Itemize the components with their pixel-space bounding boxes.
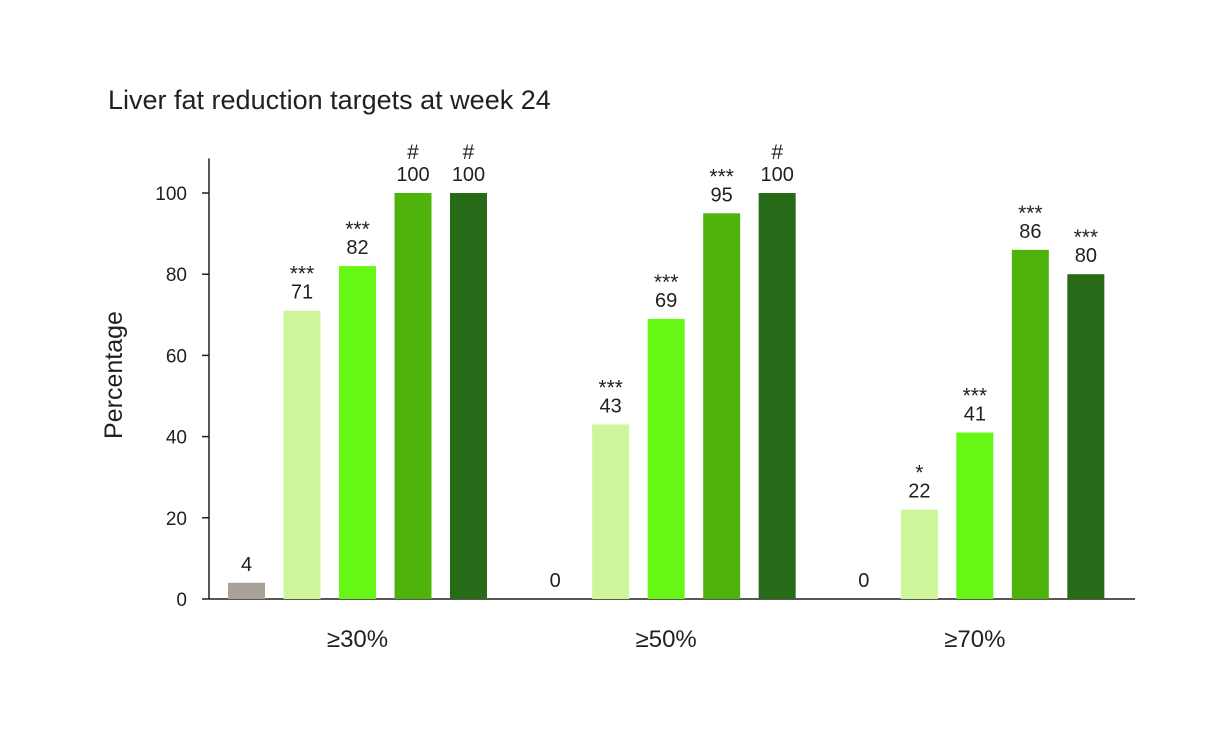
x-category-label: ≥70% xyxy=(944,626,1005,653)
bar-value-label: 0 xyxy=(858,570,869,592)
significance-marker: * xyxy=(915,462,923,485)
y-axis-label: Percentage xyxy=(100,311,128,439)
significance-marker: *** xyxy=(1074,226,1099,249)
bar-value-label: 4 xyxy=(241,554,252,576)
chart-title: Liver fat reduction targets at week 24 xyxy=(108,85,551,115)
bar-value-label: 95 xyxy=(711,184,733,206)
bar xyxy=(1067,274,1105,599)
bars xyxy=(228,193,1105,600)
y-tick-label: 40 xyxy=(166,428,187,449)
bar-value-label: 43 xyxy=(600,395,622,417)
bar-value-label: 22 xyxy=(908,481,930,503)
significance-marker: *** xyxy=(963,385,988,408)
y-tick-label: 60 xyxy=(166,346,187,367)
bar-labels: 471***82***100#100#043***69***95*** 100#0… xyxy=(241,141,1098,592)
significance-marker: *** xyxy=(709,165,734,188)
bar-value-label: 100 xyxy=(760,164,793,186)
significance-marker: # xyxy=(463,141,475,164)
bar-value-label: 41 xyxy=(964,404,986,426)
y-tick-label: 80 xyxy=(166,265,187,286)
bar-value-label: 69 xyxy=(655,290,677,312)
bar xyxy=(703,213,741,600)
y-tick-label: 20 xyxy=(166,509,187,530)
y-tick-label: 0 xyxy=(176,590,187,611)
significance-marker: *** xyxy=(654,271,679,294)
bar xyxy=(647,318,685,599)
bar xyxy=(956,432,994,599)
bar xyxy=(758,193,796,599)
significance-marker: # xyxy=(771,141,783,164)
bar-value-label: 86 xyxy=(1019,221,1041,243)
bar-value-label: 80 xyxy=(1075,245,1097,267)
significance-marker: *** xyxy=(598,376,623,399)
bar xyxy=(1011,249,1049,599)
significance-marker: # xyxy=(407,141,419,164)
y-tick-label: 100 xyxy=(155,184,187,205)
y-axis: 0 20 40 60 80 100 xyxy=(155,158,210,611)
bar-value-label: 0 xyxy=(550,570,561,592)
x-category-label: ≥50% xyxy=(636,626,697,653)
significance-marker: *** xyxy=(290,263,315,286)
significance-marker: *** xyxy=(1018,202,1043,225)
bar xyxy=(394,193,432,599)
bar xyxy=(228,582,265,599)
bar xyxy=(900,509,938,599)
bar-value-label: 82 xyxy=(346,237,368,259)
bar xyxy=(592,424,630,599)
x-axis: ≥30% ≥50% ≥70% xyxy=(209,598,1135,653)
bar xyxy=(450,193,487,599)
bar-value-label: 71 xyxy=(291,282,313,304)
x-category-label: ≥30% xyxy=(327,626,388,653)
bar-value-label: 100 xyxy=(452,164,485,186)
significance-marker: *** xyxy=(345,218,370,241)
bar xyxy=(283,310,321,599)
bar-value-label: 100 xyxy=(396,164,429,186)
bar xyxy=(339,266,376,599)
